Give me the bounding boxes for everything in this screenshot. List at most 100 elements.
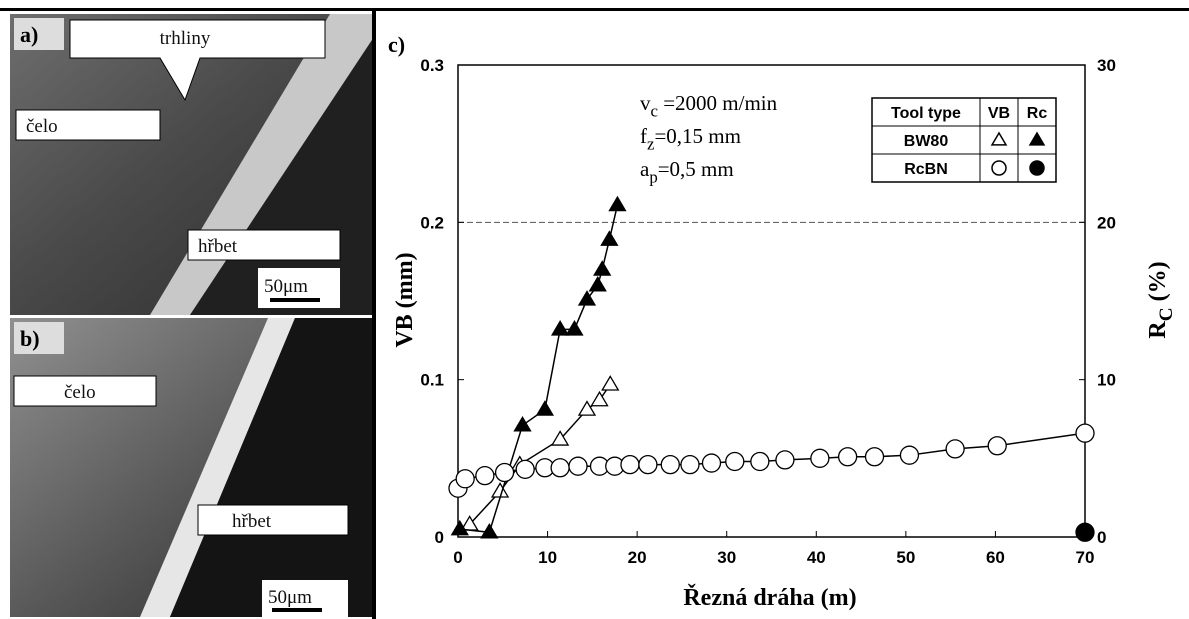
legend-header: Tool type xyxy=(891,105,961,122)
top-rule xyxy=(0,8,1189,11)
text-part: =0,5 mm xyxy=(658,157,734,181)
marker xyxy=(455,469,475,489)
y2-tick-label: 0 xyxy=(1097,528,1106,547)
marker xyxy=(810,448,830,468)
text-part: =0,15 mm xyxy=(654,124,741,148)
box-text: hřbet xyxy=(198,236,238,257)
legend-symbol xyxy=(1028,131,1046,146)
annotation: vc =2000 m/min xyxy=(640,91,778,120)
marker xyxy=(638,454,658,475)
legend-header: Rc xyxy=(1027,105,1048,122)
marker xyxy=(725,451,745,472)
plot-frame xyxy=(457,64,1086,538)
x-tick-label: 20 xyxy=(628,548,647,567)
panel-a: a) trhliny čelo hřbet 50μm xyxy=(10,14,372,315)
text-part: R xyxy=(1145,321,1171,339)
marker xyxy=(1075,522,1095,542)
marker xyxy=(490,482,510,498)
marker xyxy=(577,290,597,306)
text-part: v xyxy=(640,91,651,115)
marker xyxy=(593,260,612,276)
legend-header: VB xyxy=(988,105,1010,122)
legend-table xyxy=(871,97,1057,183)
marker xyxy=(494,462,515,483)
text-box xyxy=(15,109,161,141)
legend-label: BW80 xyxy=(904,133,949,150)
marker xyxy=(864,447,885,467)
label-box xyxy=(14,322,64,354)
x-tick-label: 60 xyxy=(986,548,1005,567)
x-axis-label: Řezná dráha (m) xyxy=(683,584,856,611)
marker xyxy=(450,519,469,536)
marker xyxy=(987,436,1007,456)
callout xyxy=(69,19,326,102)
label-box xyxy=(14,18,64,50)
background xyxy=(170,318,372,617)
subscript: C xyxy=(1156,307,1177,321)
marker xyxy=(837,447,858,467)
legend-symbol xyxy=(991,160,1007,176)
scale-bar xyxy=(272,608,322,612)
marker xyxy=(535,400,555,416)
marker xyxy=(945,439,965,459)
y-tick-label: 0.1 xyxy=(420,371,444,390)
text-box xyxy=(13,375,157,407)
x-tick-label: 40 xyxy=(807,548,826,567)
scale-text: 50μm xyxy=(264,276,308,297)
marker xyxy=(565,320,584,336)
y2-tick-label: 20 xyxy=(1097,213,1116,232)
scale-text: 50μm xyxy=(268,587,312,608)
panel-label: b) xyxy=(20,326,40,351)
text-part: f xyxy=(640,124,647,148)
subscript: p xyxy=(649,167,657,186)
legend-symbol xyxy=(990,131,1008,146)
box-text: hřbet xyxy=(232,511,272,532)
marker xyxy=(899,445,920,465)
marker xyxy=(775,450,795,470)
x-tick-label: 70 xyxy=(1076,548,1095,567)
marker xyxy=(1075,423,1095,443)
marker xyxy=(601,375,620,391)
y-tick-label: 0.3 xyxy=(420,56,444,75)
x-tick-label: 10 xyxy=(538,548,557,567)
annotation: fz=0,15 mm xyxy=(640,124,741,153)
box-text: čelo xyxy=(26,116,58,137)
callout-text: trhliny xyxy=(160,28,211,49)
y-axis-label: VB (mm) xyxy=(392,252,418,347)
text-box xyxy=(197,504,349,536)
panel-label: c) xyxy=(388,32,405,57)
scale-bar xyxy=(270,298,320,302)
marker xyxy=(608,195,627,212)
legend-label: RcBN xyxy=(904,161,948,178)
subscript: c xyxy=(651,101,658,120)
y-tick-label: 0 xyxy=(435,528,444,547)
marker xyxy=(620,454,640,475)
marker xyxy=(590,390,609,407)
marker xyxy=(515,459,535,479)
text-part: (%) xyxy=(1145,261,1171,307)
y2-tick-label: 10 xyxy=(1097,371,1116,390)
marker xyxy=(577,400,597,416)
y-tick-label: 0.2 xyxy=(420,213,444,232)
legend-symbol xyxy=(1029,160,1045,176)
edge xyxy=(140,318,295,617)
marker xyxy=(600,230,619,246)
x-tick-label: 30 xyxy=(717,548,736,567)
x-tick-label: 0 xyxy=(453,548,462,567)
marker xyxy=(588,275,607,292)
x-tick-label: 50 xyxy=(896,548,915,567)
panel-label: a) xyxy=(20,22,38,47)
marker xyxy=(550,320,570,336)
marker xyxy=(513,416,532,432)
marker xyxy=(660,454,680,475)
annotation: ap=0,5 mm xyxy=(640,157,734,186)
subscript: z xyxy=(647,134,654,153)
chart: 0 10 20 30 40 50 60 7000.10.20.30102030c)Řezná … xyxy=(388,32,1177,611)
marker xyxy=(568,456,588,476)
divider xyxy=(372,11,376,619)
y2-tick-label: 30 xyxy=(1097,56,1116,75)
marker xyxy=(550,458,570,478)
text-box xyxy=(187,229,341,261)
box-text: čelo xyxy=(64,382,96,403)
